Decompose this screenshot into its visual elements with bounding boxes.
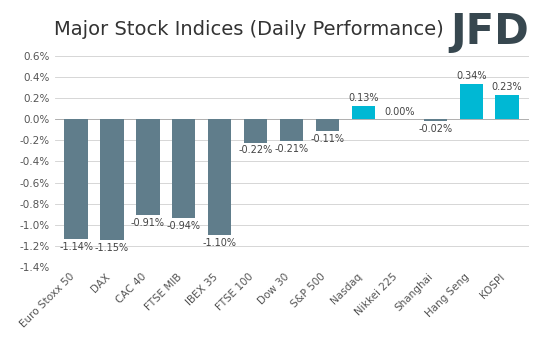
Text: -1.14%: -1.14% <box>59 242 93 252</box>
Text: -0.21%: -0.21% <box>275 144 308 154</box>
Text: 0.34%: 0.34% <box>456 71 487 81</box>
Bar <box>280 119 303 141</box>
Text: -0.94%: -0.94% <box>167 221 201 231</box>
Text: 0.13%: 0.13% <box>348 93 379 103</box>
Bar <box>316 119 339 131</box>
Text: 0.00%: 0.00% <box>384 107 415 117</box>
Text: -0.22%: -0.22% <box>239 145 273 155</box>
Text: 0.23%: 0.23% <box>492 82 523 92</box>
Text: -0.11%: -0.11% <box>311 133 344 144</box>
Bar <box>459 84 483 119</box>
Bar <box>423 119 447 121</box>
Bar <box>64 119 88 239</box>
Text: -0.02%: -0.02% <box>418 124 452 134</box>
Bar <box>172 119 196 218</box>
Text: JFD: JFD <box>450 11 529 53</box>
Bar <box>244 119 268 143</box>
Text: Major Stock Indices (Daily Performance): Major Stock Indices (Daily Performance) <box>54 20 444 39</box>
Bar <box>352 106 375 119</box>
Bar <box>208 119 232 235</box>
Text: -0.91%: -0.91% <box>131 218 165 228</box>
Bar <box>495 95 519 119</box>
Bar <box>100 119 124 240</box>
Bar <box>136 119 160 215</box>
Text: -1.10%: -1.10% <box>203 238 237 248</box>
Text: -1.15%: -1.15% <box>95 243 129 253</box>
